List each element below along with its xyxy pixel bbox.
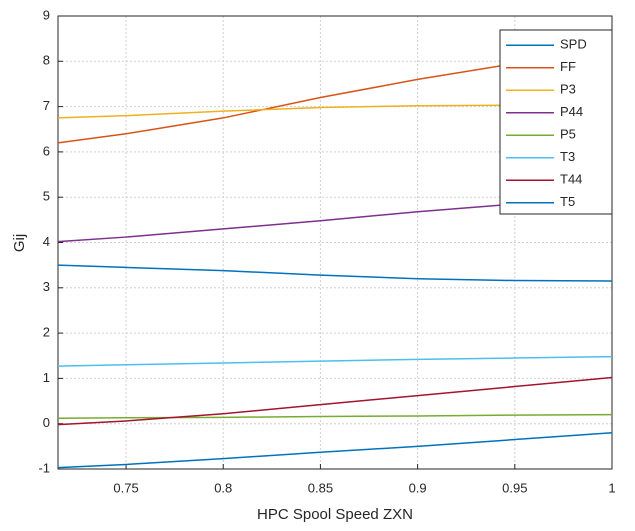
legend-label: P3 [560,82,576,97]
legend-label: P5 [560,127,576,142]
legend-label: FF [560,59,576,74]
series-line [57,376,613,426]
y-tick-label: 6 [43,143,50,158]
y-tick-label: 8 [43,53,50,68]
y-tick-label: 2 [43,325,50,340]
y-axis-label: Gij [11,234,28,252]
x-tick-label: 0.75 [113,480,138,495]
legend-label: T3 [560,149,575,164]
y-tick-label: 1 [43,370,50,385]
y-tick-label: -1 [38,460,50,475]
legend-box [499,29,613,215]
legend-label: T5 [560,194,575,209]
y-tick-label: 7 [43,98,50,113]
series-line [57,413,613,420]
axes-box [57,15,613,470]
y-tick-label: 9 [43,7,50,22]
y-tick-label: 3 [43,279,50,294]
legend-label: P44 [560,104,583,119]
y-tick-label: 0 [43,415,50,430]
x-axis-label: HPC Spool Speed ZXN [257,506,413,523]
y-tick-label: 5 [43,189,50,204]
legend-label: SPD [560,37,587,52]
series-line [57,355,613,367]
x-tick-label: 0.9 [409,480,427,495]
x-tick-label: 0.95 [502,480,527,495]
series-line [57,264,613,282]
legend-label: T44 [560,172,582,187]
x-tick-label: 0.8 [214,480,232,495]
y-tick-label: 4 [43,234,50,249]
series-line [57,432,613,469]
x-tick-label: 1 [608,480,615,495]
x-tick-label: 0.85 [308,480,333,495]
